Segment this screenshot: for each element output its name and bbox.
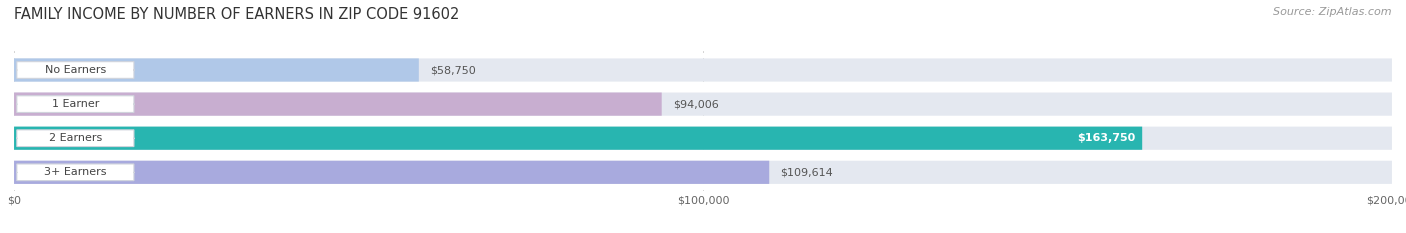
FancyBboxPatch shape (14, 161, 1392, 184)
Bar (14, 116, 1392, 121)
Bar (14, 184, 1392, 190)
Bar (14, 155, 1392, 161)
Bar (14, 82, 1392, 87)
FancyBboxPatch shape (14, 127, 1392, 150)
FancyBboxPatch shape (17, 62, 134, 78)
FancyBboxPatch shape (17, 130, 134, 147)
Text: $163,750: $163,750 (1077, 133, 1135, 143)
Text: 2 Earners: 2 Earners (49, 133, 103, 143)
FancyBboxPatch shape (14, 127, 1142, 150)
FancyBboxPatch shape (14, 93, 1392, 116)
Bar (14, 121, 1392, 127)
FancyBboxPatch shape (17, 164, 134, 181)
Bar (14, 87, 1392, 93)
Text: FAMILY INCOME BY NUMBER OF EARNERS IN ZIP CODE 91602: FAMILY INCOME BY NUMBER OF EARNERS IN ZI… (14, 7, 460, 22)
FancyBboxPatch shape (14, 93, 662, 116)
Bar (14, 53, 1392, 58)
FancyBboxPatch shape (14, 58, 419, 82)
Text: $109,614: $109,614 (780, 167, 832, 177)
Text: 1 Earner: 1 Earner (52, 99, 98, 109)
FancyBboxPatch shape (14, 161, 769, 184)
Text: 3+ Earners: 3+ Earners (44, 167, 107, 177)
Text: Source: ZipAtlas.com: Source: ZipAtlas.com (1274, 7, 1392, 17)
FancyBboxPatch shape (17, 96, 134, 113)
Bar (14, 150, 1392, 156)
Text: $58,750: $58,750 (430, 65, 475, 75)
Text: No Earners: No Earners (45, 65, 105, 75)
FancyBboxPatch shape (14, 58, 1392, 82)
Text: $94,006: $94,006 (672, 99, 718, 109)
